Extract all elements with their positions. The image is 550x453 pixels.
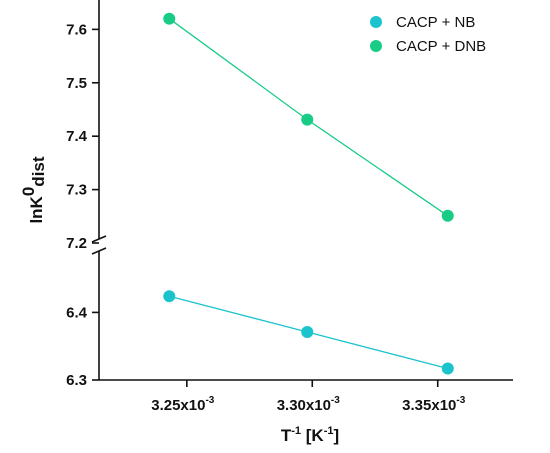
y-tick-label-upper-1: 7.5 [66,75,87,92]
legend-marker-cacp-dnb [370,40,382,52]
y-axis-title-subscript: dist [29,156,48,187]
y-tick-label-upper-4: 7.2 [66,235,87,252]
legend-label-cacp-dnb: CACP + DNB [396,38,486,55]
x-axis-title-exponent: -1 [291,425,301,437]
axis-break-mark-bottom [91,247,107,255]
x-tick-label-mantissa-1: 3.30x10 [277,397,331,414]
y-tick-label-upper-3: 7.3 [66,182,87,199]
data-point-cacp-nb-2 [441,362,454,375]
x-tick-label-exponent-0: -3 [205,395,214,406]
legend: CACP + NB CACP + DNB [370,14,486,55]
legend-entry-cacp-dnb: CACP + DNB [370,38,486,55]
data-point-cacp-dnb-2 [441,209,454,222]
x-axis-title-unit-exponent: -1 [324,425,334,437]
x-axis-title-unit-close: ] [333,426,339,445]
y-axis-title: lnK0dist [19,156,48,223]
data-point-cacp-nb-0 [163,290,176,303]
data-point-cacp-dnb-1 [301,113,314,126]
x-tick-label-mantissa-0: 3.25x10 [151,397,205,414]
legend-label-cacp-nb: CACP + NB [396,14,475,31]
x-tick-label-mantissa-2: 3.35x10 [402,397,456,414]
legend-marker-cacp-nb [370,16,382,28]
data-point-cacp-dnb-0 [163,12,176,25]
data-point-cacp-nb-1 [301,326,314,339]
y-axis-title-base: lnK [27,195,46,223]
y-tick-label-upper-0: 7.6 [66,21,87,38]
x-tick-label-0: 3.25x10-3 [151,395,215,414]
x-tick-label-2: 3.35x10-3 [402,395,466,414]
axis-break-mark-top [91,235,107,243]
x-axis-title-unit-open: [K [301,426,324,445]
axes: 7.67.57.47.37.26.46.33.25x10-3 3.30x10-3 3… [66,0,513,414]
x-tick-label-exponent-2: -3 [456,395,465,406]
y-axis-title-superscript: 0 [19,187,38,196]
x-axis-title: T-1 [K-1] [281,425,339,445]
series-layer [163,12,454,375]
y-tick-label-lower-1: 6.3 [66,372,87,389]
x-axis-title-base: T [281,426,292,445]
x-tick-label-1: 3.30x10-3 [277,395,341,414]
x-tick-label-exponent-1: -3 [331,395,340,406]
y-tick-label-upper-2: 7.4 [66,128,88,145]
legend-entry-cacp-nb: CACP + NB [370,14,475,31]
y-tick-label-lower-0: 6.4 [66,304,88,321]
